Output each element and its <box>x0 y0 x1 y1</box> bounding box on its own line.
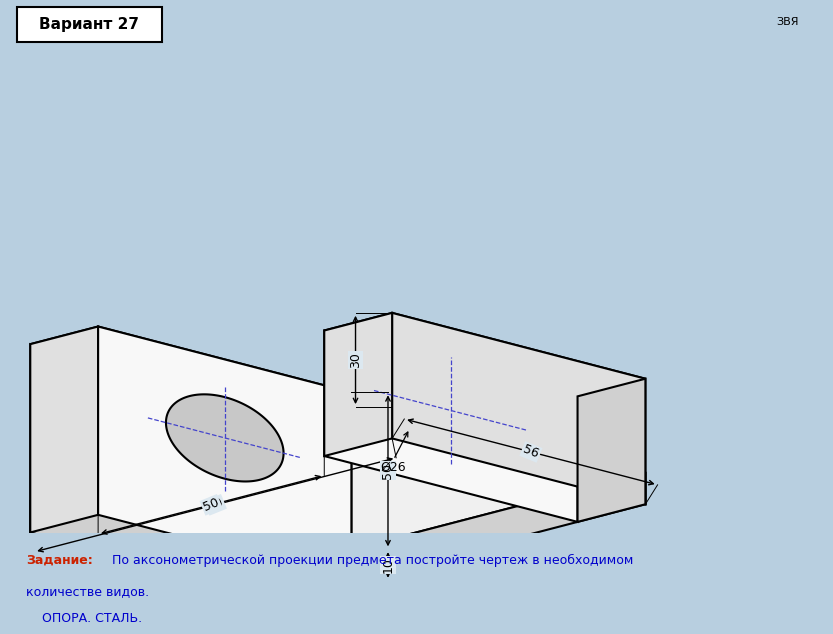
Text: ЗВЯ: ЗВЯ <box>776 17 799 27</box>
Text: 30: 30 <box>349 352 362 368</box>
Polygon shape <box>30 327 98 533</box>
Text: Задание:: Задание: <box>27 553 93 567</box>
Text: Ø26: Ø26 <box>381 461 407 474</box>
Polygon shape <box>283 392 352 598</box>
Text: количестве видов.: количестве видов. <box>27 585 149 598</box>
Text: 50: 50 <box>202 496 221 514</box>
Polygon shape <box>324 330 577 522</box>
Polygon shape <box>30 407 646 567</box>
Text: 50: 50 <box>382 463 395 479</box>
Polygon shape <box>98 327 352 581</box>
Polygon shape <box>30 327 352 410</box>
Polygon shape <box>166 394 283 481</box>
Polygon shape <box>392 407 646 504</box>
Polygon shape <box>30 501 283 598</box>
Polygon shape <box>577 378 646 522</box>
Polygon shape <box>324 313 392 456</box>
Text: По аксонометрической проекции предмета постройте чертеж в необходимом: По аксонометрической проекции предмета п… <box>107 553 633 567</box>
Polygon shape <box>392 367 510 454</box>
Text: 10: 10 <box>382 557 395 573</box>
Polygon shape <box>283 473 646 598</box>
Text: Вариант 27: Вариант 27 <box>39 17 139 32</box>
Polygon shape <box>324 313 646 396</box>
Text: ОПОРА. СТАЛЬ.: ОПОРА. СТАЛЬ. <box>27 612 142 625</box>
Polygon shape <box>392 313 646 504</box>
Text: 80: 80 <box>206 496 225 514</box>
Polygon shape <box>30 344 283 598</box>
Text: 56: 56 <box>521 443 541 461</box>
